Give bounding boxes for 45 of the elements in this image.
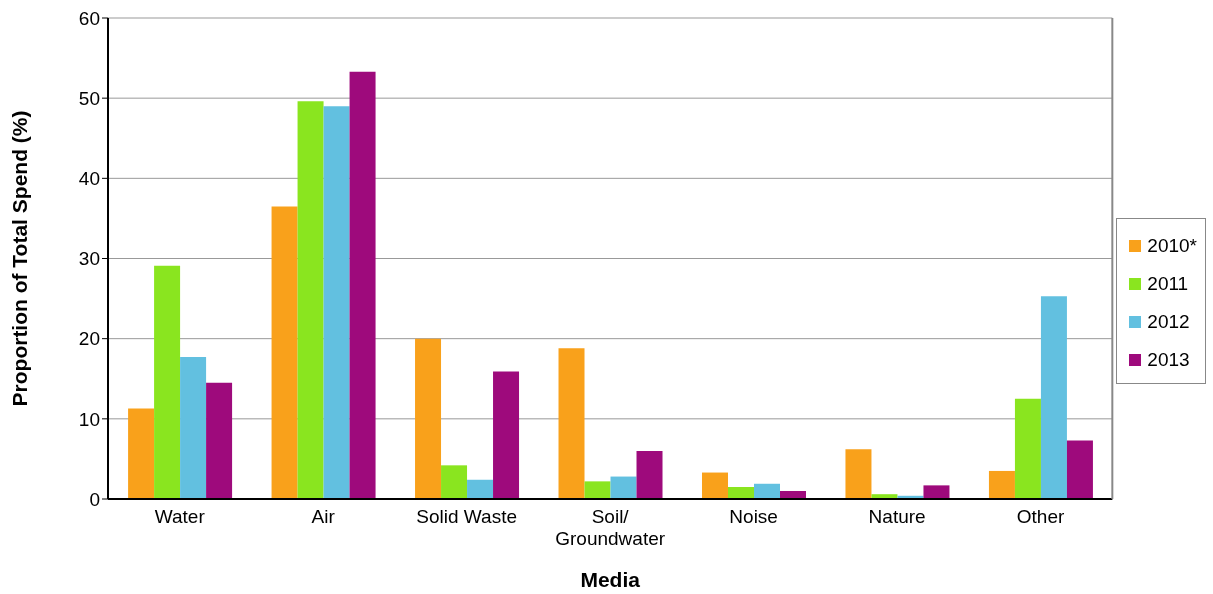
bar <box>584 481 611 499</box>
x-tick-label: Solid Waste <box>416 506 518 527</box>
x-tick-label: Soil/ Groundwater <box>555 506 666 549</box>
bar <box>753 483 780 499</box>
bar <box>323 106 350 499</box>
bar <box>845 449 872 499</box>
bar <box>206 382 233 499</box>
y-tick-label: 40 <box>78 168 100 190</box>
bar <box>154 265 181 499</box>
y-tick-label: 50 <box>78 87 100 109</box>
x-tick-label: Noise <box>729 506 778 527</box>
legend-label: 2013 <box>1147 349 1190 371</box>
bar <box>558 348 585 499</box>
bar <box>610 476 637 499</box>
bar <box>271 206 298 499</box>
bar <box>349 71 376 499</box>
x-tick-label: Air <box>311 506 336 527</box>
bar <box>415 338 442 499</box>
x-tick-label: Water <box>154 506 206 527</box>
y-tick-label: 30 <box>78 248 100 270</box>
legend-label: 2010* <box>1147 235 1197 257</box>
bar <box>988 470 1015 499</box>
legend-label: 2012 <box>1147 311 1190 333</box>
bar <box>1014 398 1041 499</box>
x-axis-title: Media <box>580 568 641 591</box>
y-axis-title: Proportion of Total Spend (%) <box>8 110 32 407</box>
bar <box>923 485 950 499</box>
bar <box>493 371 520 499</box>
bar <box>128 408 155 499</box>
x-tick-label: Nature <box>868 506 926 527</box>
y-tick-label: 10 <box>78 408 100 430</box>
bar <box>441 465 468 499</box>
bar <box>180 357 207 499</box>
y-tick-label: 20 <box>78 328 100 350</box>
x-tick-label: Other <box>1016 506 1066 527</box>
legend-label: 2011 <box>1147 273 1189 295</box>
bar <box>701 472 728 499</box>
y-tick-label: 0 <box>89 488 100 510</box>
y-tick-label: 60 <box>78 7 100 29</box>
bar <box>1066 440 1093 499</box>
bar <box>636 450 663 499</box>
bar <box>297 101 324 499</box>
bar <box>467 479 494 499</box>
bar <box>1040 296 1067 499</box>
bar <box>727 486 754 499</box>
